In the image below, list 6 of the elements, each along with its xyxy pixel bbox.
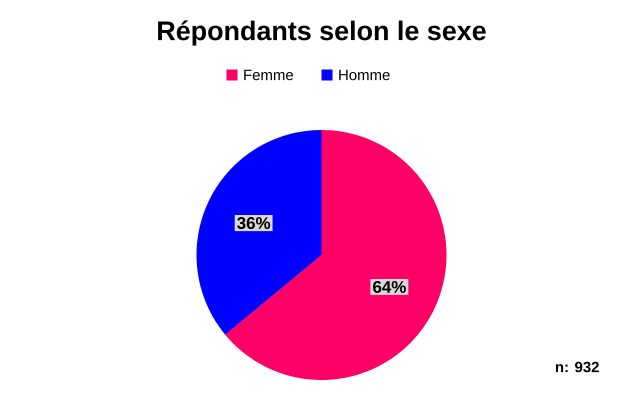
chart-title: Répondants selon le sexe: [158, 20, 486, 46]
legend-label: Homme: [339, 70, 390, 80]
legend-label: Femme: [244, 70, 293, 80]
data-label: 64%: [373, 280, 406, 293]
data-label: 36%: [237, 217, 270, 230]
text: n: 932: [556, 362, 599, 372]
